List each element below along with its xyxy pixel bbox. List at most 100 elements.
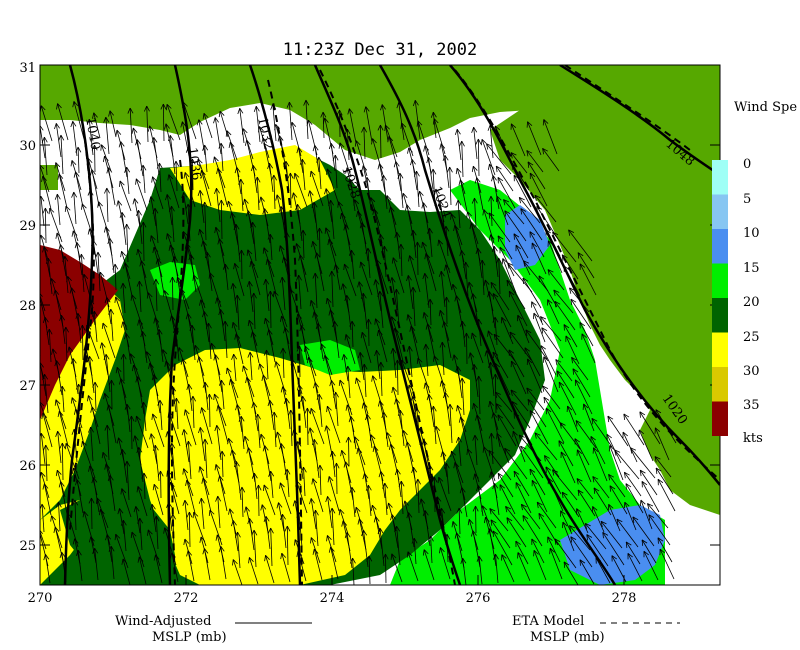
wind-vector-head [477,138,482,145]
wind-vector-head [406,314,409,321]
wind-vector-head [655,467,662,472]
wind-vector-head [267,290,271,297]
wind-vector-head [70,121,74,128]
wind-vector-head [275,194,278,201]
wind-vector-head [461,250,466,256]
wind-vector-head [269,233,274,240]
wind-vector-head [586,534,593,538]
wind-vector [41,504,45,533]
wind-vector-head [348,179,351,186]
wind-vector-head [521,503,527,508]
wind-vector [655,467,674,495]
wind-vector-head [94,547,99,554]
wind-vector [248,557,259,585]
wind-vector [58,502,61,532]
wind-vector [460,416,469,450]
wind-vector-head [506,280,509,287]
wind-vector-head [369,197,372,204]
wind-vector-head [119,212,123,219]
wind-vector-head [417,120,423,126]
wind-vector-head [527,121,533,126]
wind-vector-head [468,352,471,359]
wind-vector-head [143,401,147,408]
wind-vector-head [106,404,109,411]
wind-vector-head [285,160,290,167]
wind-vector-head [148,196,152,203]
wind-vector-head [624,471,630,476]
wind-vector-head [425,323,428,330]
wind-vector [506,279,526,310]
wind-vector-head [312,145,316,152]
wind-vector-head [276,502,279,509]
wind-vector-head [120,488,123,495]
wind-vector [383,175,388,210]
wind-vector-head [581,333,587,338]
wind-vector-head [168,205,172,212]
wind-vector-head [459,377,463,384]
wind-vector [429,228,433,258]
x-tick-label: 272 [174,591,199,606]
wind-vector-head [153,278,157,285]
wind-vector [308,357,319,394]
wind-vector-head [572,368,574,375]
wind-vector-head [101,322,104,330]
wind-vector [490,433,494,465]
wind-vector-head [584,523,587,530]
wind-vector-head [406,345,410,352]
wind-vector-head [126,403,131,410]
wind-vector-head [153,317,156,324]
wind-vector-head [129,107,134,114]
wind-vector [83,274,94,309]
wind-vector-head [198,229,200,236]
wind-vector [359,352,365,381]
wind-vector-head [103,393,106,400]
wind-vector-head [471,166,474,173]
wind-vector-head [427,298,431,305]
wind-vector-head [136,210,139,216]
wind-vector-head [490,282,493,289]
wind-vector [413,538,417,565]
wind-vector-head [295,204,298,211]
wind-vector-head [472,434,476,441]
wind-vector-head [417,191,420,198]
wind-vector-head [511,123,517,129]
wind-vector-head [78,253,82,260]
wind-vector-head [95,251,99,258]
wind-vector-head [518,434,522,441]
wind-vector-head [570,536,577,540]
wind-vector-head [331,507,336,514]
wind-vector-head [475,138,479,145]
wind-vector-head [220,199,225,206]
wind-vector-head [260,433,266,439]
wind-vector-head [542,385,549,389]
wind-vector-head [219,450,223,457]
wind-vector-head [313,439,318,445]
wind-vector-head [60,481,65,487]
wind-vector-head [216,297,221,303]
wind-vector [106,425,110,461]
wind-vector-head [489,163,494,169]
wind-vector-head [73,171,76,178]
wind-vector-head [209,272,215,278]
wind-vector-head [247,249,253,255]
wind-vector-head [600,521,603,528]
wind-vector [407,551,419,582]
wind-vector-head [248,281,253,287]
wind-vector [474,198,477,228]
wind-vector-head [226,367,232,373]
wind-vector-head [407,275,412,281]
wind-vector-head [391,386,394,393]
wind-vector-head [496,433,502,438]
wind-vector-head [330,546,335,552]
wind-vector [249,352,253,381]
wind-vector-head [505,506,512,510]
wind-vector-head [426,227,430,234]
legend-swatch [712,401,728,436]
wind-vector-head [391,257,394,264]
wind-vector-head [50,515,52,522]
wind-vector-head [261,137,264,144]
legend-label: 20 [743,295,760,310]
wind-vector-head [263,318,266,325]
wind-vector-head [71,287,76,293]
wind-vector-head [385,432,388,439]
